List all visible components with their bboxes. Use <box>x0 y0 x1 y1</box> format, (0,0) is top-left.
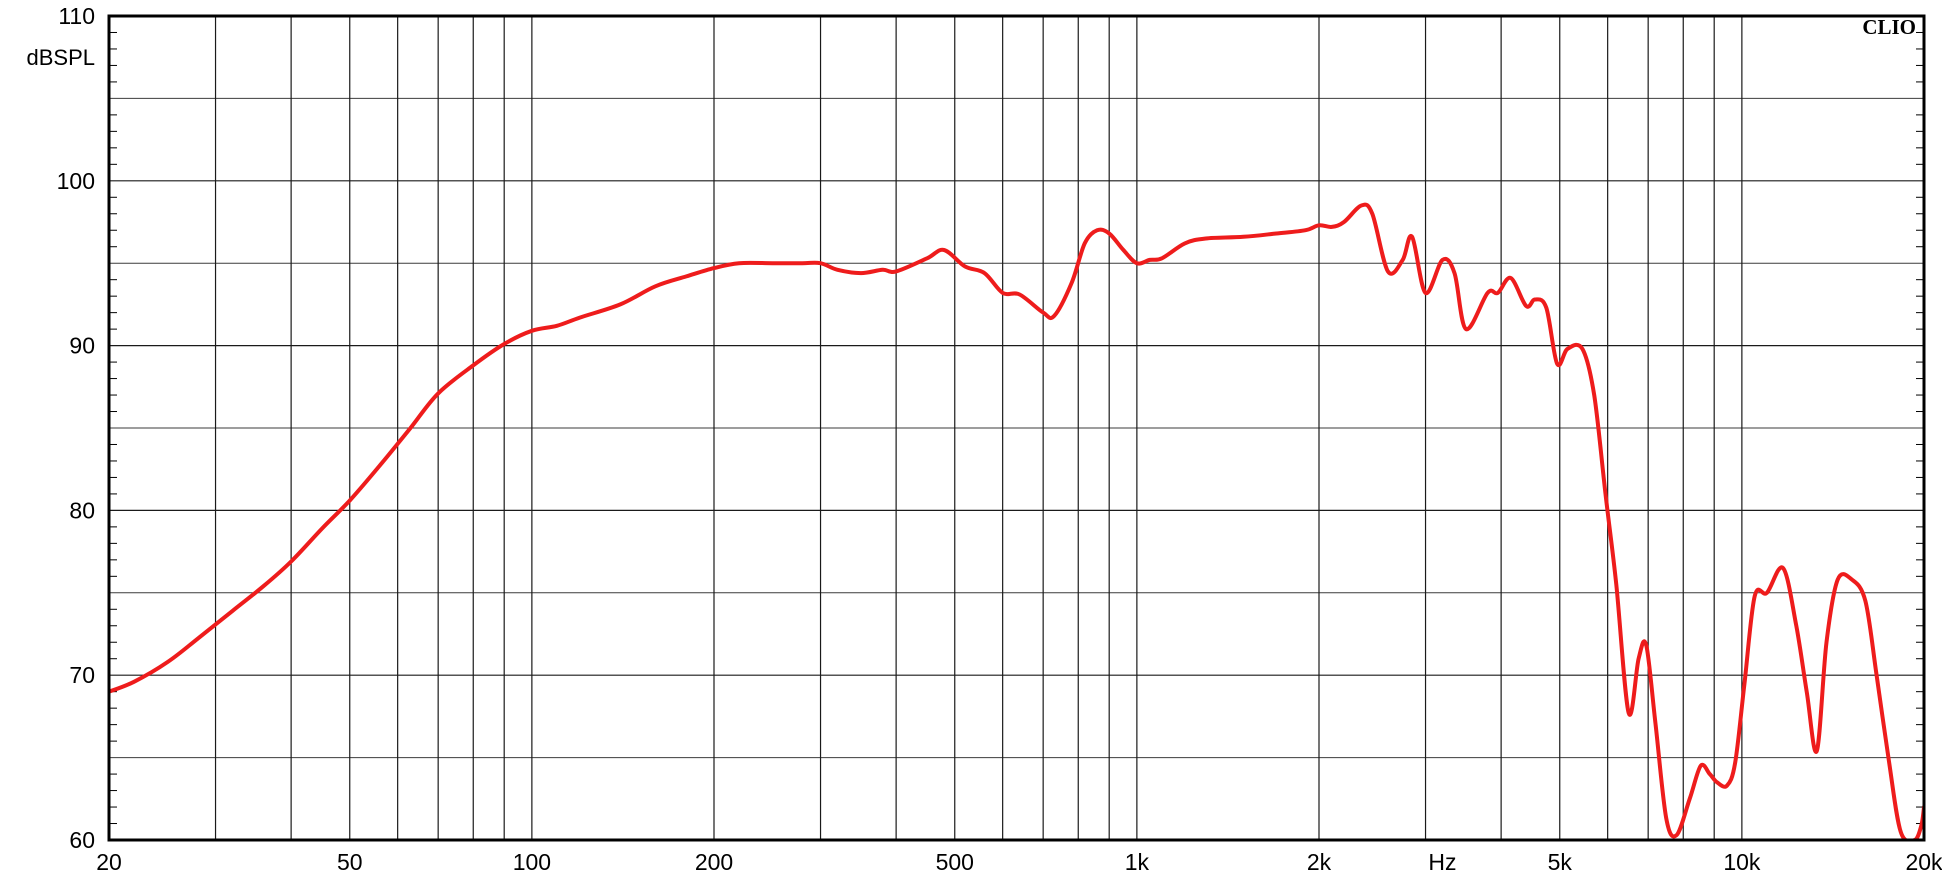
x-axis-unit-label: Hz <box>1428 849 1456 875</box>
y-tick-label: 90 <box>69 333 95 359</box>
x-tick-label: 10k <box>1723 849 1761 875</box>
x-tick-label: 20k <box>1905 849 1942 875</box>
plot-frame <box>107 14 1926 842</box>
x-tick-label: 500 <box>936 849 974 875</box>
x-axis-tick-labels: 20 50 100 200 500 1k 2k 5k 10k 20k <box>96 849 1942 875</box>
y-tick-label: 60 <box>69 827 95 853</box>
y-axis-label: dBSPL <box>27 45 96 70</box>
clio-brand-logo: CLIO <box>1862 15 1916 39</box>
y-tick-label: 110 <box>58 3 95 29</box>
x-tick-label: 100 <box>513 849 551 875</box>
x-tick-label: 1k <box>1125 849 1150 875</box>
x-tick-label: 2k <box>1307 849 1332 875</box>
x-tick-label: 50 <box>337 849 363 875</box>
x-tick-label: 5k <box>1548 849 1573 875</box>
frequency-response-line <box>109 202 1924 840</box>
y-tick-label: 100 <box>57 168 95 194</box>
x-tick-label: 20 <box>96 849 122 875</box>
y-axis-tick-labels: 110 100 90 80 70 60 <box>57 3 95 853</box>
y-tick-label: 80 <box>69 497 95 523</box>
y-tick-label: 70 <box>69 662 95 688</box>
x-tick-label: 200 <box>695 849 733 875</box>
major-gridlines <box>109 16 1924 840</box>
series-layer <box>109 202 1924 840</box>
